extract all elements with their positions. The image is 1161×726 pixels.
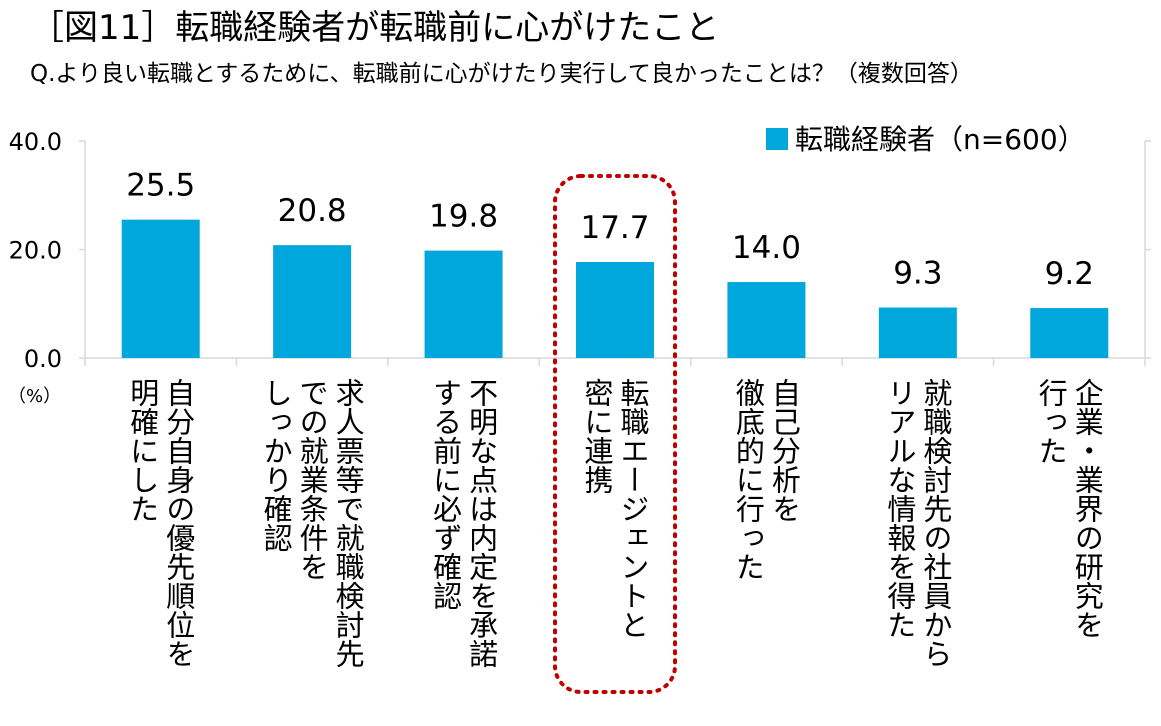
chart-title: ［図11］転職経験者が転職前に心がけたこと (30, 8, 720, 48)
category-label: 自分自身の優先順位を 明確にした (125, 378, 196, 668)
bar (727, 282, 806, 358)
data-label: 20.8 (278, 193, 347, 229)
bar (576, 261, 654, 358)
chart-value-labels: 25.5 20.8 19.8 17.7 14.0 9.3 9.2 (126, 168, 1094, 292)
bar (1030, 308, 1109, 358)
legend-swatch (766, 128, 788, 150)
chart-legend: 転職経験者（n=600） (766, 123, 1086, 156)
bar (121, 219, 200, 358)
category-label: 転職エージェントと 密に連携 (580, 378, 650, 639)
data-label: 17.7 (580, 210, 649, 246)
legend-label: 転職経験者（n=600） (795, 123, 1086, 156)
category-label: 求人票等で就職検討先 での就業条件を しっかり確認 (259, 378, 366, 668)
category-label: 就職検討先の社員から リアルな情報を得た (882, 378, 953, 668)
category-label: 自己分析を 徹底的に行った (731, 378, 802, 581)
y-tick-label: 40.0 (9, 128, 62, 156)
highlight-box (553, 174, 677, 694)
y-unit-label: （%） (8, 386, 61, 407)
y-tick-label: 20.0 (9, 237, 62, 265)
data-label: 9.3 (893, 256, 942, 292)
data-label: 9.2 (1045, 256, 1094, 292)
bar (878, 307, 957, 358)
bar (424, 250, 503, 358)
y-tick-label: 0.0 (24, 345, 62, 373)
data-label: 25.5 (126, 168, 195, 204)
data-label: 19.8 (429, 199, 498, 235)
bar (273, 245, 352, 358)
category-label: 不明な点は内定を承諾 する前に必ず確認 (428, 378, 499, 668)
category-label: 企業・業界の研究を 行った (1034, 378, 1105, 639)
chart-bars (121, 219, 1109, 358)
chart-subtitle: Q.より良い転職とするために、転職前に心がけたり実行して良かったことは？（複数回… (30, 61, 973, 87)
data-label: 14.0 (732, 230, 801, 266)
